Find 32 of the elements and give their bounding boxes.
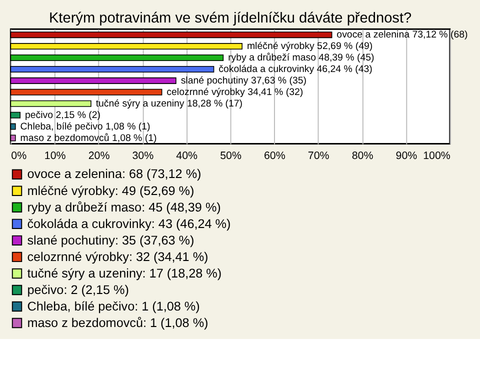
legend-label: čokoláda a cukrovinky: 43 (46,24 %) — [27, 216, 231, 231]
data-label: Chleba, bílé pečivo 1,08 % (1) — [20, 121, 150, 132]
data-label: ovoce a zelenina 73,12 % (68) — [336, 30, 468, 41]
legend-label: ryby a drůbeží maso: 45 (48,39 %) — [27, 200, 221, 214]
legend-label: maso z bezdomovců: 1 (1,08 %) — [27, 316, 208, 330]
legend-label: celozrnné výrobky: 32 (34,41 %) — [27, 250, 208, 264]
x-tick-label: 30% — [132, 150, 154, 162]
data-label: ryby a drůbeží maso 48,39 % (45) — [228, 52, 374, 64]
x-tick-label: 80% — [352, 150, 374, 162]
data-label: čokoláda a cukrovinky 46,24 % (43) — [218, 64, 372, 76]
legend-label: Chleba, bílé pečivo: 1 (1,08 %) — [27, 299, 200, 314]
x-tick-label: 0% — [11, 150, 28, 162]
x-tick-label: 20% — [88, 150, 110, 162]
data-label: mléčné výrobky 52,69 % (49) — [246, 41, 373, 52]
legend-label: slané pochutiny: 35 (37,63 %) — [27, 233, 194, 248]
data-label: maso z bezdomovců 1,08 % (1) — [20, 132, 157, 144]
x-tick-label: 100% — [423, 150, 451, 162]
x-tick-label: 10% — [44, 150, 66, 162]
legend-label: tučné sýry a uzeniny: 17 (18,28 %) — [27, 266, 222, 280]
legend-label: ovoce a zelenina: 68 (73,12 %) — [27, 167, 202, 182]
x-tick-label: 40% — [176, 150, 198, 162]
data-label: celozrnné výrobky 34,41 % (32) — [166, 87, 304, 98]
chart-title: Kterým potravinám ve svém jídelníčku dáváte přednost? — [48, 10, 412, 26]
x-tick-label: 90% — [396, 150, 418, 162]
x-tick-label: 70% — [308, 150, 330, 162]
x-tick-label: 60% — [264, 150, 286, 162]
legend-label: pečivo: 2 (2,15 %) — [27, 282, 129, 297]
data-label: slané pochutiny 37,63 % (35) — [180, 76, 306, 87]
legend-label: mléčné výrobky: 49 (52,69 %) — [27, 184, 194, 198]
x-tick-label: 50% — [220, 150, 242, 162]
data-label: tučné sýry a uzeniny 18,28 % (17) — [96, 98, 243, 110]
data-label: pečivo 2,15 % (2) — [24, 110, 101, 121]
